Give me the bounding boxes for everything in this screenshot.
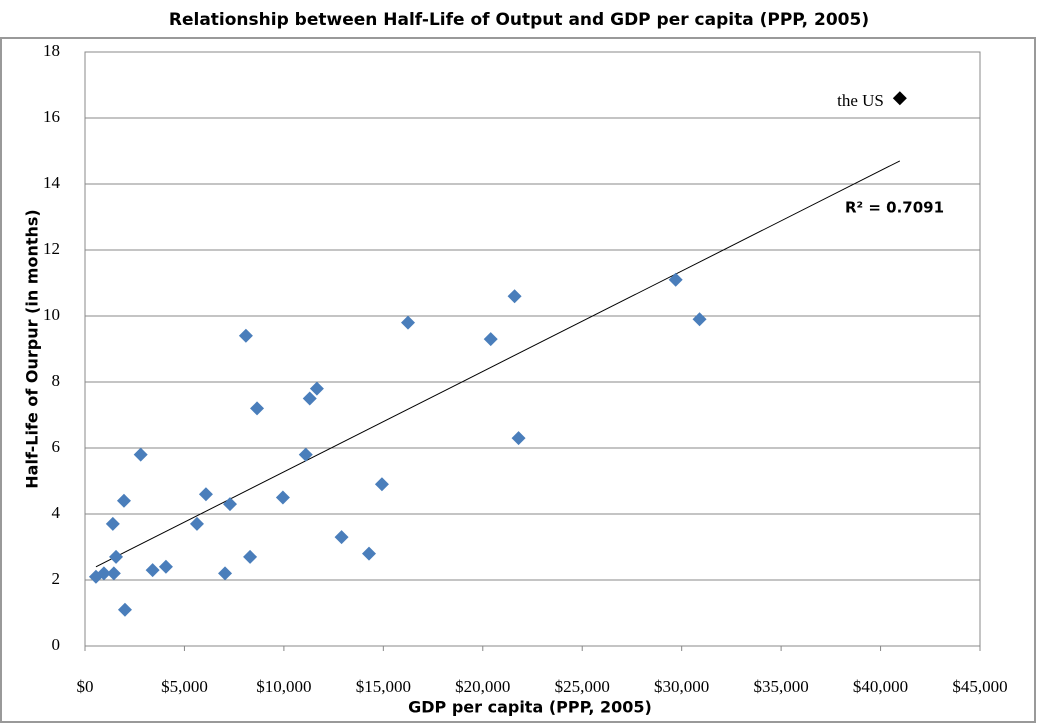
x-tick-label: $30,000: [654, 677, 709, 696]
point: [374, 477, 389, 492]
point: [298, 447, 313, 462]
y-tick-label: 12: [43, 239, 60, 258]
y-tick-label: 8: [52, 371, 61, 390]
x-tick-label: $10,000: [256, 677, 311, 696]
point: [96, 566, 111, 581]
point: [250, 401, 265, 416]
y-tick-label: 18: [43, 41, 60, 60]
chart-frame: [0, 37, 1036, 723]
point: [105, 516, 120, 531]
x-tick-label: $35,000: [753, 677, 808, 696]
x-tick-label: $5,000: [161, 677, 208, 696]
point: [362, 546, 377, 561]
y-axis-label: Half-Life of Ourpur (in months): [23, 209, 42, 488]
point: [133, 447, 148, 462]
point: [692, 312, 707, 327]
point: [507, 289, 522, 304]
point: [400, 315, 415, 330]
x-tick-label: $25,000: [555, 677, 610, 696]
point: [218, 566, 233, 581]
point: [892, 91, 907, 106]
y-tick-label: 2: [52, 569, 61, 588]
point: [222, 497, 237, 512]
chart-title: Relationship between Half-Life of Output…: [169, 10, 869, 30]
point: [483, 332, 498, 347]
point: [511, 431, 526, 446]
point: [189, 516, 204, 531]
x-tick-label: $45,000: [952, 677, 1007, 696]
x-tick-label: $20,000: [455, 677, 510, 696]
point: [145, 563, 160, 578]
point: [238, 328, 253, 343]
x-tick-label: $15,000: [356, 677, 411, 696]
point: [117, 602, 132, 617]
y-tick-label: 10: [43, 305, 60, 324]
trendline: [95, 160, 901, 568]
point: [309, 381, 324, 396]
point: [302, 391, 317, 406]
x-tick-label: $40,000: [853, 677, 908, 696]
y-tick-label: 4: [52, 503, 61, 522]
y-tick-label: 16: [43, 107, 60, 126]
y-tick-label: 6: [52, 437, 61, 456]
x-tick-label: $0: [77, 677, 94, 696]
y-tick-label: 0: [52, 635, 61, 654]
plot-area: [84, 51, 981, 647]
point: [106, 566, 121, 581]
y-tick-label: 14: [43, 173, 61, 192]
point: [334, 530, 349, 545]
x-axis-label: GDP per capita (PPP, 2005): [408, 698, 652, 717]
point: [243, 549, 258, 564]
r-squared-label: R² = 0.7091: [845, 199, 944, 217]
point: [198, 487, 213, 502]
point: [116, 493, 131, 508]
point: [109, 549, 124, 564]
point: [158, 559, 173, 574]
point: [275, 490, 290, 505]
point: [668, 272, 683, 287]
point-label: the US: [837, 91, 884, 110]
